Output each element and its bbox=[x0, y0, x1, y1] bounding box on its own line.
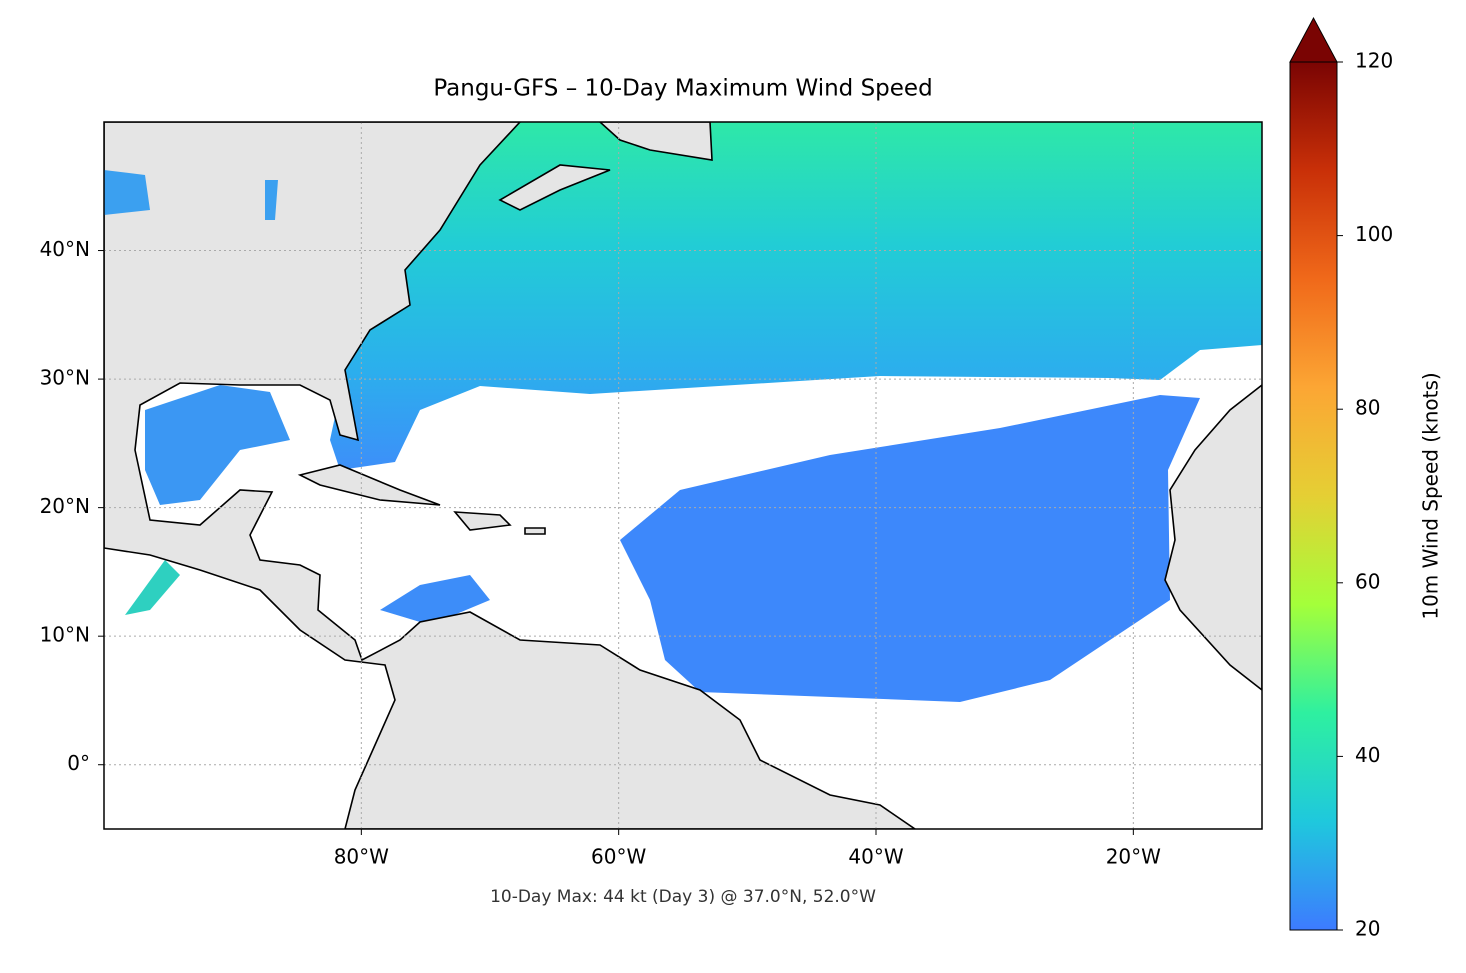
colorbar-extend bbox=[1289, 16, 1338, 63]
y-tick-label: 0° bbox=[67, 751, 90, 775]
land-cuba bbox=[297, 464, 441, 506]
grid bbox=[104, 122, 1262, 829]
y-tick-label: 40°N bbox=[40, 237, 90, 261]
annotation: 10-Day Max: 44 kt (Day 3) @ 37.0°N, 52.0… bbox=[490, 887, 876, 907]
land-africa bbox=[1164, 383, 1262, 692]
colorbar-label: 10m Wind Speed (knots) bbox=[1419, 372, 1443, 619]
colorbar-tick-label: 60 bbox=[1355, 569, 1380, 593]
colorbar-tick-label: 20 bbox=[1355, 917, 1380, 941]
land-newfoundland bbox=[598, 122, 713, 161]
plot-frame bbox=[103, 121, 1263, 830]
x-tick-label: 80°W bbox=[334, 845, 389, 869]
land-americas bbox=[104, 122, 917, 829]
x-tick-label: 40°W bbox=[848, 845, 903, 869]
land-hispaniola bbox=[453, 511, 512, 531]
wind-field-pacific bbox=[125, 560, 180, 615]
colorbar-tick-label: 80 bbox=[1355, 396, 1380, 420]
map bbox=[104, 122, 1262, 829]
colorbar-tick-label: 120 bbox=[1355, 49, 1393, 73]
x-tick-label: 60°W bbox=[591, 845, 646, 869]
colorbar-tick-label: 40 bbox=[1355, 743, 1380, 767]
x-tick-label: 20°W bbox=[1106, 845, 1161, 869]
wind-field-south bbox=[620, 395, 1200, 702]
y-tick-label: 10°N bbox=[40, 623, 90, 647]
colorbar bbox=[1289, 61, 1338, 931]
land-puerto-rico bbox=[524, 527, 546, 535]
y-tick-label: 20°N bbox=[40, 494, 90, 518]
great-lakes bbox=[104, 170, 278, 220]
land-nova-scotia bbox=[498, 164, 611, 211]
wind-field-north bbox=[330, 122, 1262, 470]
colorbar-tick-label: 100 bbox=[1355, 222, 1393, 246]
y-tick-label: 30°N bbox=[40, 366, 90, 390]
wind-field-gulf bbox=[145, 385, 290, 505]
wind-field-caribbean bbox=[380, 575, 490, 625]
chart-title: Pangu-GFS – 10-Day Maximum Wind Speed bbox=[433, 76, 932, 102]
